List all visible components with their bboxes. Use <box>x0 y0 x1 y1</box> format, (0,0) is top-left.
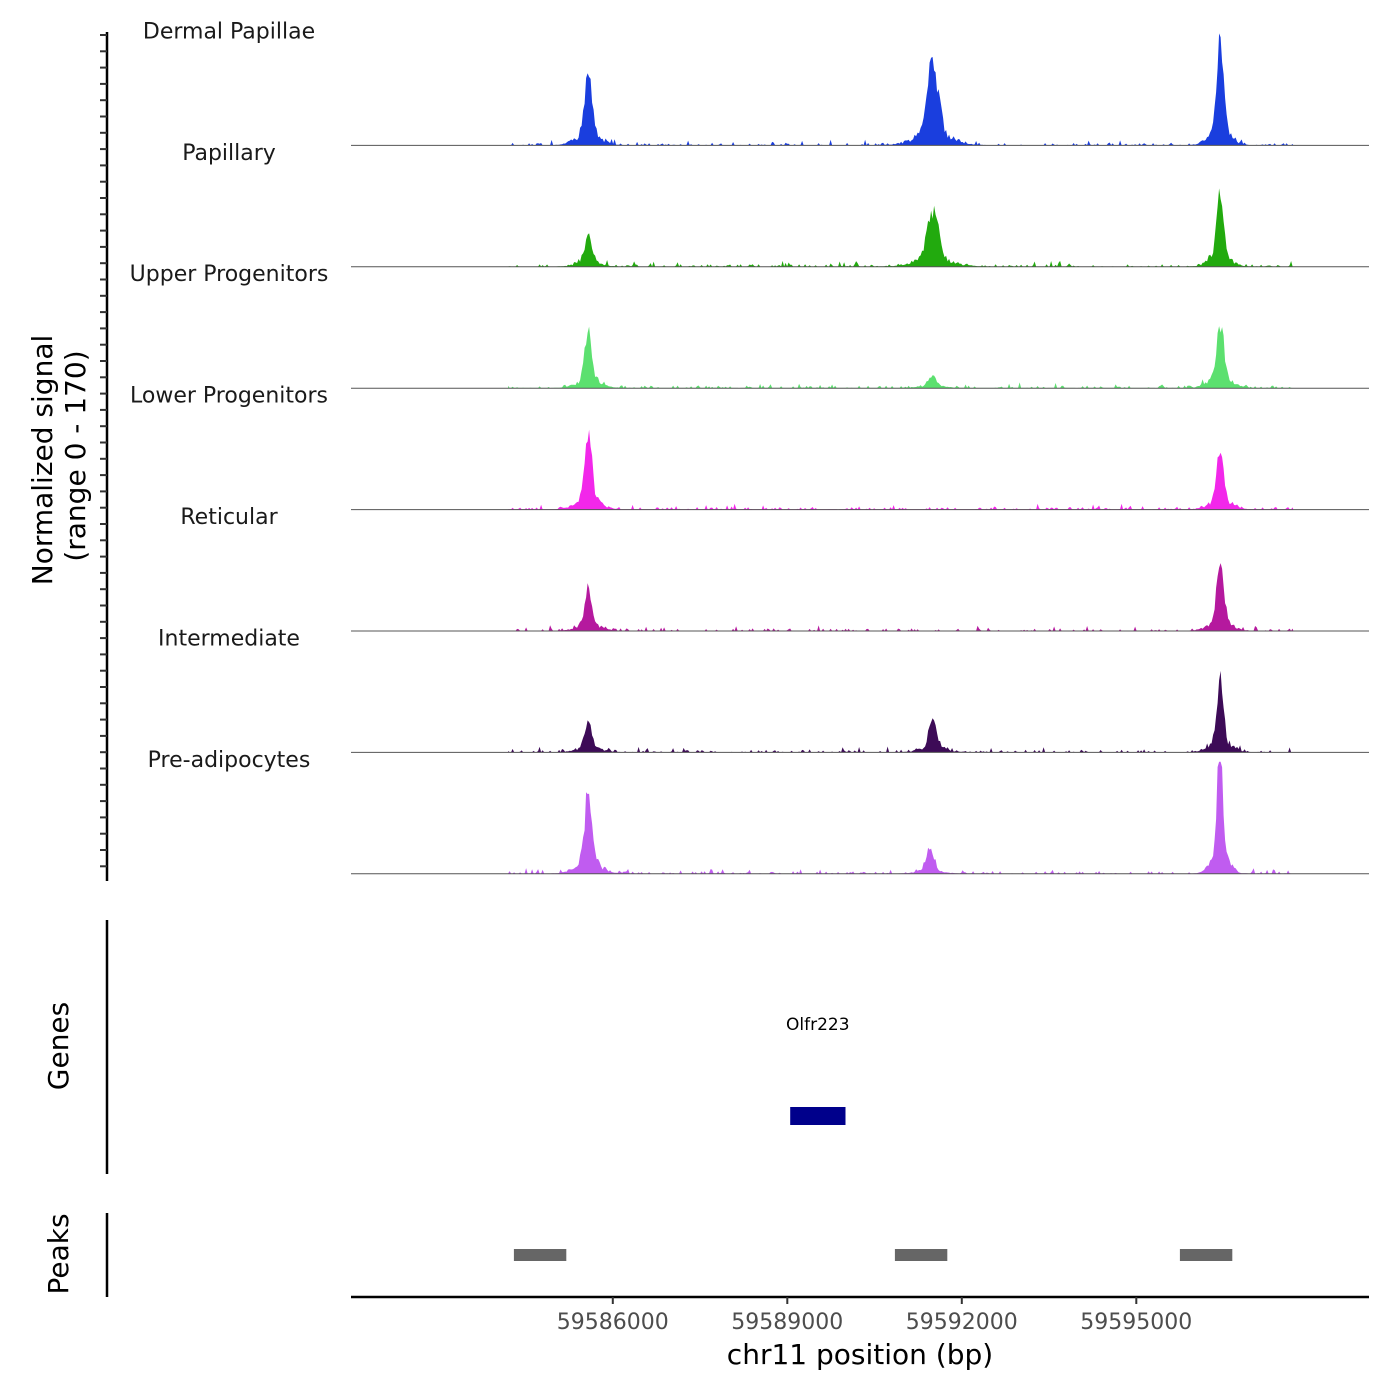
track-signal <box>508 429 1294 510</box>
track: Pre-adipocytes <box>148 748 1369 875</box>
track-signal <box>508 761 1294 874</box>
signal-axis-ticks <box>100 34 107 868</box>
track: Lower Progenitors <box>130 384 1369 511</box>
signal-axis-title: Normalized signal <box>26 335 59 586</box>
track: Intermediate <box>158 626 1369 753</box>
track-label: Intermediate <box>158 626 300 651</box>
gene-annotations: Olfr223 <box>786 1015 850 1125</box>
track-signal <box>508 563 1294 631</box>
track-label: Papillary <box>182 141 276 166</box>
track-label: Lower Progenitors <box>130 384 328 409</box>
track-signal <box>508 670 1294 753</box>
peaks-axis-title: Peaks <box>42 1213 75 1294</box>
track-label: Dermal Papillae <box>143 19 315 44</box>
peak-regions <box>513 1249 1233 1261</box>
track-signal <box>508 33 1294 146</box>
peak-region <box>1179 1249 1233 1261</box>
peak-region <box>513 1249 567 1261</box>
track-signal <box>508 188 1294 267</box>
peaks-panel: Peaks <box>42 1213 1233 1297</box>
track: Papillary <box>182 141 1369 268</box>
signal-axis-range: (range 0 - 170) <box>59 350 92 561</box>
x-tick-label: 59586000 <box>557 1310 669 1335</box>
track: Upper Progenitors <box>130 262 1369 389</box>
track-label: Reticular <box>180 505 278 530</box>
gene: Olfr223 <box>786 1015 850 1125</box>
gene-body <box>790 1107 846 1125</box>
coverage-tracks: Dermal Papillae Papillary Upper Progenitor… <box>130 19 1369 875</box>
genes-axis-title: Genes <box>42 1002 75 1090</box>
x-tick-label: 59595000 <box>1080 1310 1192 1335</box>
peak-region <box>894 1249 948 1261</box>
genes-panel: Genes Olfr223 <box>42 920 850 1174</box>
signal-axis: Normalized signal (range 0 - 170) <box>26 32 109 881</box>
x-axis-title: chr11 position (bp) <box>727 1338 993 1371</box>
gene-label: Olfr223 <box>786 1015 850 1035</box>
x-axis: 59586000 59589000 59592000 59595000 chr11 p… <box>351 1295 1369 1371</box>
x-axis-ticks: 59586000 59589000 59592000 59595000 <box>557 1297 1192 1335</box>
track-label: Upper Progenitors <box>130 262 329 287</box>
x-tick-label: 59592000 <box>906 1310 1018 1335</box>
x-tick-label: 59589000 <box>731 1310 843 1335</box>
track: Dermal Papillae <box>143 19 1369 146</box>
track: Reticular <box>180 505 1369 632</box>
track-signal <box>508 326 1294 389</box>
track-label: Pre-adipocytes <box>148 748 311 773</box>
